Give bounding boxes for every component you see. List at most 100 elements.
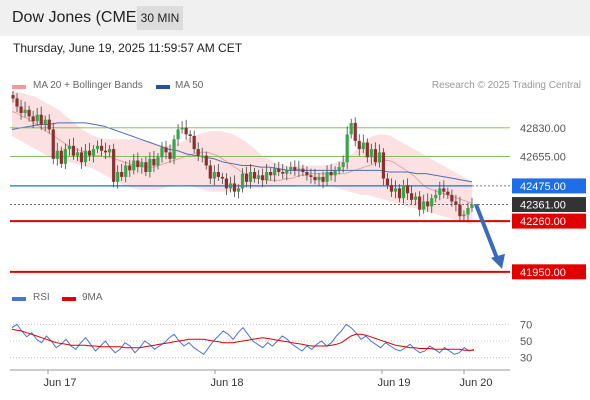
candle-body <box>75 152 80 156</box>
candle-body <box>422 201 426 210</box>
candle-body <box>172 139 176 159</box>
level-label-5: 41950.00 <box>520 267 566 279</box>
candle-body <box>329 172 333 176</box>
candle-body <box>454 201 458 205</box>
candle-body <box>257 175 261 179</box>
ma50-legend-swatch <box>156 85 170 89</box>
candle-body <box>176 129 180 140</box>
candle-body <box>63 149 67 164</box>
candle-body <box>156 157 160 166</box>
candle-body <box>31 116 35 122</box>
candle-body <box>401 185 406 199</box>
candle-body <box>19 106 23 114</box>
candle-body <box>79 152 84 163</box>
level-label-1: 42655.00 <box>520 151 566 163</box>
candle-body <box>438 188 442 195</box>
candle-body <box>136 160 140 168</box>
x-label-0: Jun 17 <box>43 377 76 389</box>
candle-body <box>442 188 446 192</box>
candle-body <box>269 172 273 176</box>
candle-body <box>216 172 220 177</box>
candle-body <box>116 172 120 182</box>
rsi-ma-line <box>11 328 474 351</box>
candle-body <box>353 122 357 141</box>
candle-body <box>224 178 228 189</box>
candle-body <box>160 147 164 158</box>
candle-body <box>220 176 224 179</box>
candle-body <box>132 160 136 171</box>
candle-body <box>59 150 63 164</box>
candle-body <box>87 150 92 156</box>
chart-header <box>0 0 590 36</box>
candle-body <box>39 114 43 125</box>
candle-body <box>462 214 466 217</box>
candle-body <box>148 158 152 172</box>
candle-body <box>27 109 31 117</box>
candle-body <box>285 170 289 174</box>
instrument-title: Dow Jones (CME) <box>12 9 142 26</box>
forecast-arrow <box>474 203 500 262</box>
candle-body <box>373 149 377 163</box>
candle-body <box>397 188 402 199</box>
candle-body <box>55 150 59 159</box>
x-label-1: Jun 18 <box>210 377 243 389</box>
candle-body <box>23 109 27 114</box>
candle-body <box>228 183 233 189</box>
candle-body <box>301 168 305 172</box>
candle-body <box>15 98 19 107</box>
candle-body <box>418 196 422 210</box>
candle-body <box>252 172 257 179</box>
level-label-4: 42260.00 <box>520 216 566 228</box>
candle-body <box>470 204 474 208</box>
candle-body <box>196 149 200 156</box>
candle-body <box>164 147 168 153</box>
candle-body <box>184 127 188 135</box>
rsi-tick-1: 50 <box>520 336 532 348</box>
x-label-2: Jun 19 <box>377 377 410 389</box>
level-tag-5 <box>512 264 586 280</box>
candle-body <box>108 149 112 153</box>
interval-button[interactable]: 30 MIN <box>137 6 183 30</box>
candle-body <box>305 172 309 176</box>
candle-body <box>337 167 341 171</box>
candle-body <box>365 142 369 158</box>
candle-body <box>389 185 394 192</box>
candle-body <box>124 165 128 177</box>
candle-body <box>381 152 386 179</box>
rsi-tick-2: 30 <box>520 353 532 365</box>
bollinger-legend-swatch <box>12 85 26 89</box>
candle-body <box>293 167 297 171</box>
candle-body <box>349 122 353 135</box>
candle-body <box>152 158 156 166</box>
candle-body <box>71 145 75 156</box>
candle-body <box>168 152 172 159</box>
candle-body <box>458 204 462 217</box>
candle-body <box>232 183 237 192</box>
rsi-ma-legend-swatch <box>62 297 76 301</box>
candle-body <box>345 134 349 163</box>
candle-body <box>91 149 96 156</box>
candle-body <box>414 196 418 200</box>
candle-body <box>200 155 204 157</box>
candle-body <box>83 150 88 163</box>
candle-body <box>67 145 71 150</box>
candle-body <box>244 173 249 182</box>
rsi-ma-legend-label: 9MA <box>82 292 103 303</box>
candle-body <box>309 175 313 177</box>
rsi-tick-0: 70 <box>520 319 532 331</box>
level-label-0: 42830.00 <box>520 123 566 135</box>
candle-body <box>112 149 116 182</box>
candle-body <box>95 145 100 150</box>
rsi-line <box>11 323 475 355</box>
candle-body <box>261 175 265 181</box>
candle-body <box>450 194 454 202</box>
candle-body <box>248 172 253 182</box>
bollinger-legend-label: MA 20 + Bollinger Bands <box>33 80 143 91</box>
candle-body <box>99 145 104 151</box>
candle-body <box>357 140 361 150</box>
candle-body <box>405 185 410 194</box>
candle-body <box>377 152 381 163</box>
candle-body <box>204 155 208 166</box>
rsi-legend-label: RSI <box>33 292 50 303</box>
